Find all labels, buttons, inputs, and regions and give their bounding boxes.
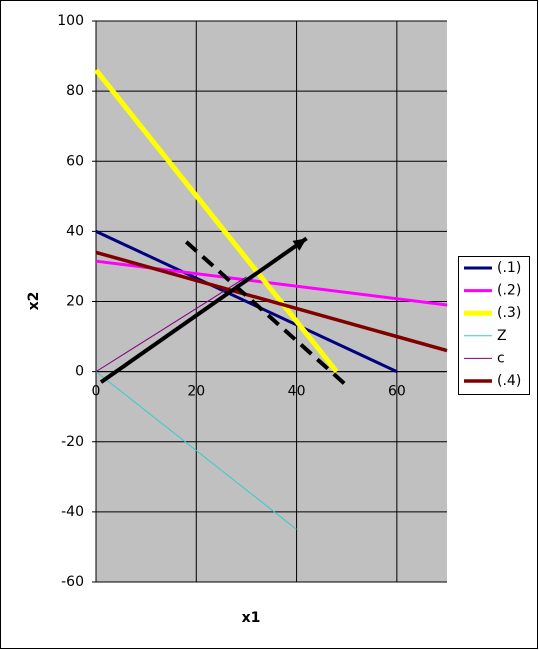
x-axis-title: x1 (242, 610, 261, 626)
arrow-line (99, 236, 308, 384)
y-tick-label: -60 (61, 574, 84, 590)
legend-label: c (497, 350, 505, 366)
series-line (94, 68, 339, 374)
x-tick-label: 40 (288, 384, 306, 400)
y-tick-label: 0 (75, 364, 84, 380)
legend-label: (.4) (497, 373, 521, 389)
series-line (95, 230, 398, 373)
y-tick-label: 40 (66, 223, 84, 239)
series-line (95, 371, 297, 530)
y-axis-title: x2 (26, 292, 42, 311)
legend (458, 256, 530, 395)
y-tick-label: 20 (66, 294, 84, 310)
x-tick-label: 0 (92, 384, 101, 400)
arrow-head (292, 238, 307, 251)
y-tick-label: -40 (61, 504, 84, 520)
series-line (95, 250, 448, 353)
y-tick-label: 80 (66, 83, 84, 99)
x-tick-label: 20 (187, 384, 205, 400)
series-line (95, 276, 247, 373)
x-tick-label: 60 (388, 384, 406, 400)
legend-label: (.1) (497, 260, 521, 276)
legend-label: Z (497, 328, 507, 344)
y-tick-label: 100 (57, 13, 84, 29)
legend-label: (.3) (497, 305, 521, 321)
y-tick-label: -20 (61, 434, 84, 450)
arrow-line (184, 240, 349, 388)
legend-label: (.2) (497, 283, 521, 299)
y-tick-label: 60 (66, 153, 84, 169)
